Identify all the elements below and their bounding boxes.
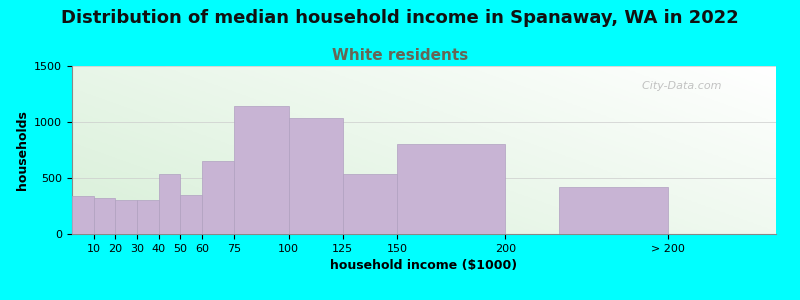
Bar <box>559 187 668 234</box>
Bar <box>342 173 397 234</box>
Bar <box>72 196 94 234</box>
Bar <box>289 118 342 234</box>
Bar <box>137 200 158 234</box>
Bar <box>180 195 202 234</box>
Bar <box>94 198 115 234</box>
Bar <box>158 174 180 234</box>
Y-axis label: households: households <box>16 110 29 190</box>
Bar <box>234 106 289 234</box>
Text: Distribution of median household income in Spanaway, WA in 2022: Distribution of median household income … <box>61 9 739 27</box>
X-axis label: household income ($1000): household income ($1000) <box>330 259 518 272</box>
Bar <box>397 144 506 234</box>
Text: City-Data.com: City-Data.com <box>635 81 722 91</box>
Bar <box>202 161 234 234</box>
Text: White residents: White residents <box>332 48 468 63</box>
Bar <box>115 200 137 234</box>
